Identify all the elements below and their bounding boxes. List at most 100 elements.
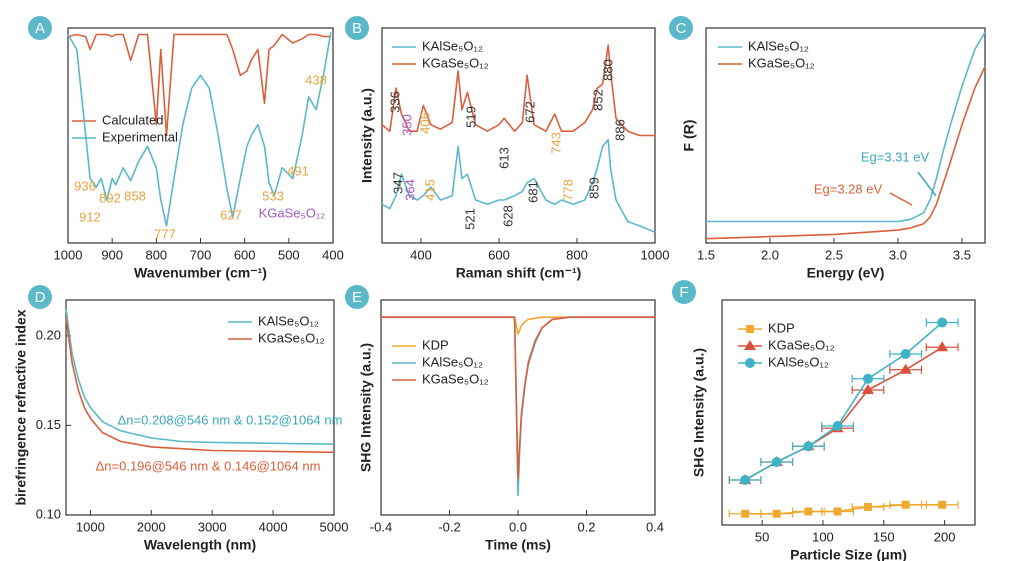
legend-label: KDP: [768, 320, 795, 335]
x-tick-label: 100: [812, 529, 834, 544]
panel-letter: C: [676, 20, 687, 37]
y-axis-label: Intensity (a.u.): [359, 88, 375, 183]
legend-label: KAlSe₅O₁₂: [768, 354, 829, 369]
peak-label: 628: [500, 205, 515, 227]
peak-label: 681: [525, 181, 540, 203]
panel-letter: F: [679, 284, 688, 301]
point-marker: [899, 363, 912, 374]
x-tick-label: 1.5: [697, 247, 715, 262]
x-tick-label: 1000: [641, 247, 670, 262]
x-tick-label: 500: [278, 247, 300, 262]
peak-label: 406: [417, 112, 432, 134]
x-tick-label: -0.2: [438, 519, 460, 534]
legend-label: Calculated: [102, 112, 163, 127]
legend-marker: [744, 340, 756, 350]
peak-label: 743: [548, 132, 563, 154]
x-tick-label: 3.5: [953, 247, 971, 262]
peak-label: 627: [220, 207, 242, 222]
pointer-arrow: [917, 171, 937, 197]
legend-label: KGaSe₅O₁₂: [768, 337, 835, 352]
peak-label: 912: [79, 209, 101, 224]
pointer-arrow: [889, 192, 913, 206]
panel-badge: [345, 285, 369, 309]
point-marker: [771, 457, 782, 467]
peak-label: 491: [287, 163, 309, 178]
series-line: [381, 316, 655, 480]
point-marker: [863, 503, 872, 511]
peak-label: 778: [560, 179, 575, 201]
series-line: [705, 66, 986, 240]
peak-label: 521: [462, 208, 477, 230]
series-line: [65, 308, 335, 445]
annotation: Eg=3.28 eV: [814, 181, 883, 196]
peak-label: 364: [402, 179, 417, 201]
y-tick-label: 0.10: [36, 506, 61, 521]
x-tick-label: 800: [566, 247, 588, 262]
point-marker: [832, 421, 843, 431]
x-tick-label: 600: [234, 247, 256, 262]
x-tick-label: 3000: [198, 519, 227, 534]
series-line: [381, 316, 655, 336]
panel-badge: [345, 16, 369, 40]
peak-label: 336: [387, 91, 402, 113]
peak-label: 672: [522, 101, 537, 123]
peak-label: 519: [463, 106, 478, 128]
x-tick-label: 5000: [320, 519, 349, 534]
peak-label: 438: [305, 72, 327, 87]
y-axis-label: birefringence refractive index: [13, 309, 29, 505]
series-line: [67, 33, 331, 137]
y-tick-label: 0.20: [36, 327, 61, 342]
series-line: [706, 31, 986, 223]
x-tick-label: 400: [322, 247, 344, 262]
peak-label: 852: [590, 89, 605, 111]
x-tick-label: 2000: [137, 519, 166, 534]
x-tick-label: 3.0: [889, 247, 907, 262]
y-axis-label: SHG Intensity (a.u.): [691, 348, 707, 477]
annotation: KGaSe₅O₁₂: [259, 205, 326, 220]
panel-badge: [28, 16, 52, 40]
point-marker: [803, 441, 814, 452]
x-tick-label: 50: [755, 529, 769, 544]
x-tick-label: 2.0: [761, 247, 779, 262]
point-marker: [938, 500, 947, 509]
x-tick-label: 2.5: [825, 247, 843, 262]
peak-label: 533: [262, 188, 284, 203]
peak-label: 613: [496, 147, 511, 169]
x-tick-label: -0.4: [370, 519, 392, 534]
x-tick-label: 900: [101, 247, 123, 262]
x-axis-label: Wavelength (nm): [144, 537, 256, 553]
x-axis-label: Particle Size (μm): [790, 547, 907, 561]
x-tick-label: 800: [145, 247, 167, 262]
peak-label: 880: [600, 59, 615, 81]
legend-label: KGaSe₅O₁₂: [258, 330, 325, 345]
x-tick-label: 0.2: [577, 519, 595, 534]
legend-label: KAlSe₅O₁₂: [422, 38, 483, 53]
annotation: Δn=0.196@546 nm & 0.146@1064 nm: [96, 458, 321, 473]
plot-frame: [65, 299, 335, 516]
panel-letter: E: [352, 289, 362, 306]
panel-badge: [672, 280, 696, 304]
x-axis-label: Wavenumber (cm⁻¹): [134, 265, 267, 281]
annotation: Eg=3.31 eV: [861, 149, 930, 164]
point-marker: [740, 475, 751, 485]
peak-label: 886: [612, 119, 627, 141]
x-tick-label: 200: [934, 529, 956, 544]
series-line: [381, 139, 656, 234]
peak-label: 777: [154, 226, 176, 241]
series-line: [381, 44, 655, 137]
x-tick-label: 4000: [259, 519, 288, 534]
x-axis-label: Time (ms): [485, 537, 551, 553]
x-tick-label: 0.4: [646, 519, 664, 534]
peak-label: 350: [399, 114, 414, 136]
y-axis-label: SHG Intensity (a.u.): [358, 343, 374, 472]
x-tick-label: 150: [873, 529, 895, 544]
y-tick-label: 0.15: [36, 417, 61, 432]
peak-label: 347: [390, 172, 405, 194]
peak-label: 936: [74, 178, 96, 193]
legend-label: KAlSe₅O₁₂: [748, 38, 809, 53]
plot-frame: [705, 27, 986, 244]
panel-letter: A: [35, 20, 45, 37]
series-line: [65, 317, 335, 454]
point-marker: [900, 349, 911, 359]
series-line: [67, 32, 332, 227]
